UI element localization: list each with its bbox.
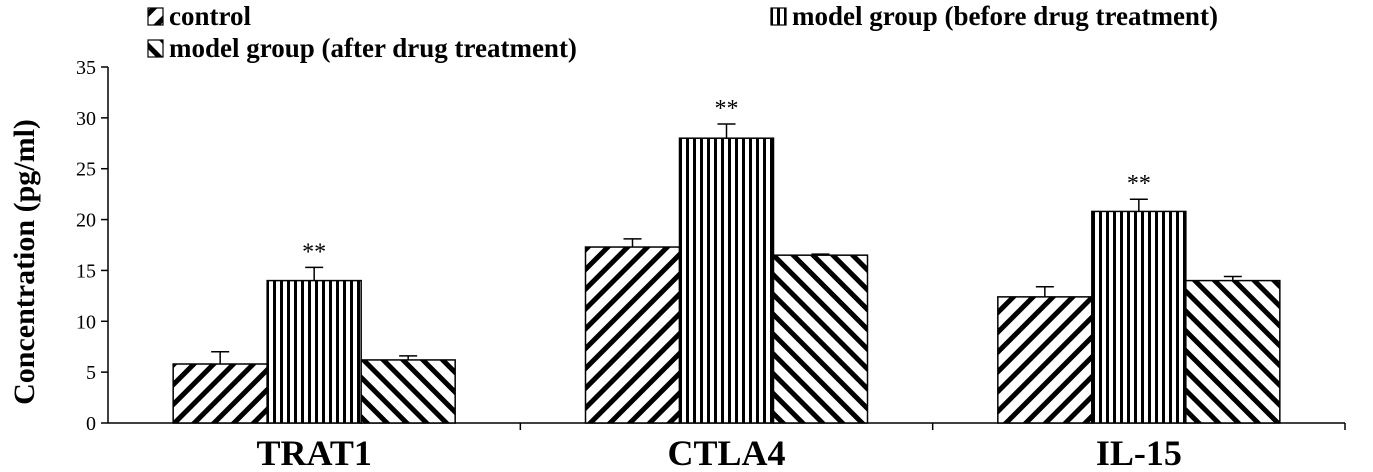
y-tick-label: 35 (76, 57, 96, 79)
significance-marker: ** (715, 96, 739, 122)
bar-0-ctla4 (584, 246, 681, 424)
y-axis-label: Concentration (pg/ml) (8, 119, 41, 405)
bar-0-trat1 (172, 363, 268, 424)
y-tick-label: 15 (76, 260, 96, 282)
y-tick-label: 0 (86, 413, 96, 435)
y-tick-label: 5 (86, 362, 96, 384)
x-category-label: TRAT1 (256, 433, 371, 472)
significance-marker: ** (302, 239, 326, 265)
y-tick-label: 20 (76, 210, 96, 232)
x-category-label: CTLA4 (667, 433, 785, 472)
y-tick-label: 25 (76, 159, 96, 181)
bars (172, 137, 1281, 424)
legend-label: model group (after drug treatment) (169, 33, 577, 63)
legend-swatch (147, 39, 164, 58)
significance-marker: ** (1127, 171, 1151, 197)
legend: control model group (before drug treatmen… (147, 1, 1218, 63)
bar-1-il-15 (1091, 210, 1187, 424)
legend-label: control (169, 1, 251, 31)
y-tick-label: 30 (76, 108, 96, 130)
legend-swatch (147, 7, 164, 26)
bar-1-trat1 (266, 279, 362, 424)
legend-swatch (770, 7, 787, 26)
bar-2-ctla4 (772, 254, 869, 424)
legend-label: model group (before drug treatment) (792, 1, 1218, 31)
y-axis: 0 5 10 15 20 25 30 35 (76, 57, 109, 435)
y-tick-label: 10 (76, 311, 96, 333)
x-axis: TRAT1 CTLA4 IL-15 (108, 422, 1346, 472)
bar-2-il-15 (1185, 279, 1281, 424)
bar-1-ctla4 (678, 137, 775, 424)
error-bars (211, 123, 1242, 365)
x-category-label: IL-15 (1096, 433, 1182, 472)
significance-annotations: ** ** ** (302, 96, 1151, 265)
bar-2-trat1 (360, 359, 456, 424)
bar-0-il-15 (997, 296, 1093, 424)
